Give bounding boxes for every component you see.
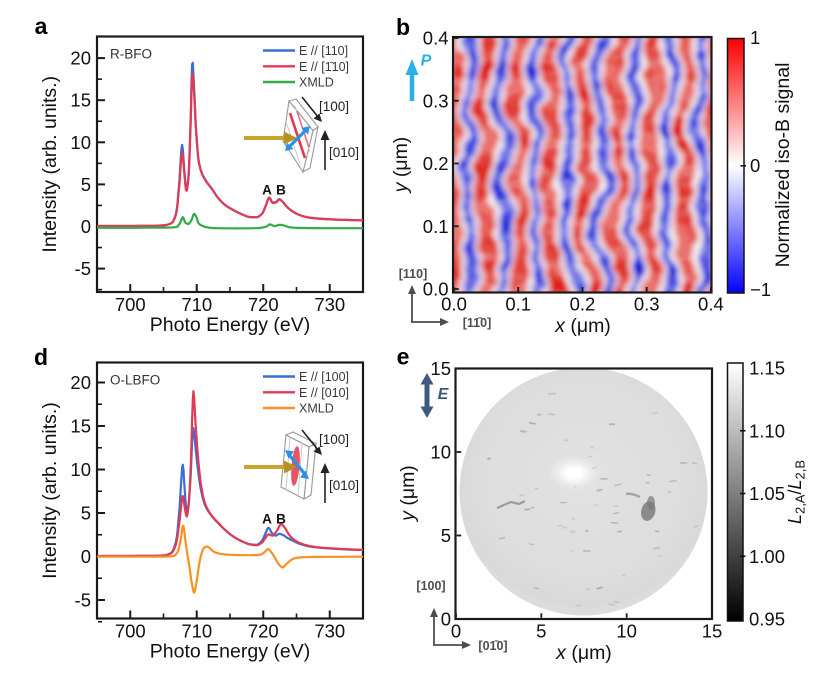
svg-text:[010]: [010] <box>329 145 359 160</box>
svg-text:15: 15 <box>702 621 723 642</box>
svg-text:[11̄0]: [11̄0] <box>463 316 492 330</box>
svg-text:E: E <box>438 386 450 403</box>
svg-text:0.1: 0.1 <box>423 216 449 237</box>
svg-text:L2,A/L2,B: L2,A/L2,B <box>785 460 808 524</box>
svg-text:0.1: 0.1 <box>505 294 531 315</box>
svg-text:[100]: [100] <box>416 579 445 593</box>
svg-text:[100]: [100] <box>319 99 349 114</box>
svg-text:Photo Energy (eV): Photo Energy (eV) <box>150 314 310 336</box>
svg-text:15: 15 <box>70 90 91 111</box>
svg-text:0: 0 <box>441 609 451 630</box>
svg-text:0.2: 0.2 <box>570 294 596 315</box>
svg-text:y (μm): y (μm) <box>390 137 412 195</box>
svg-text:R-BFO: R-BFO <box>110 47 152 62</box>
svg-text:0.3: 0.3 <box>634 294 660 315</box>
svg-text:0: 0 <box>81 546 91 567</box>
svg-text:XMLD: XMLD <box>299 76 334 90</box>
svg-text:E // [110]: E // [110] <box>299 44 348 58</box>
svg-text:x (μm): x (μm) <box>555 642 612 664</box>
svg-text:20: 20 <box>70 372 91 393</box>
svg-text:d: d <box>34 344 48 370</box>
svg-text:x (μm): x (μm) <box>554 315 611 337</box>
svg-text:-5: -5 <box>75 258 91 279</box>
svg-text:0: 0 <box>451 621 461 642</box>
svg-text:1.00: 1.00 <box>749 546 785 567</box>
svg-text:1: 1 <box>750 27 760 48</box>
svg-text:0.0: 0.0 <box>423 279 449 300</box>
svg-text:10: 10 <box>616 621 637 642</box>
svg-text:A: A <box>262 183 272 198</box>
svg-text:1.15: 1.15 <box>749 358 785 379</box>
svg-text:730: 730 <box>314 621 345 642</box>
svg-text:0: 0 <box>750 155 760 176</box>
svg-text:5: 5 <box>441 525 451 546</box>
svg-text:B: B <box>276 183 286 198</box>
svg-text:20: 20 <box>70 48 91 69</box>
svg-text:720: 720 <box>248 621 279 642</box>
svg-text:-5: -5 <box>75 590 91 611</box>
svg-text:710: 710 <box>181 621 212 642</box>
svg-text:710: 710 <box>181 294 212 315</box>
svg-text:700: 700 <box>115 294 146 315</box>
svg-text:10: 10 <box>70 132 91 153</box>
svg-text:0.4: 0.4 <box>423 28 449 49</box>
svg-text:700: 700 <box>115 621 146 642</box>
svg-text:a: a <box>35 13 48 39</box>
svg-text:Normalized iso-B signal: Normalized iso-B signal <box>772 63 794 268</box>
svg-text:[110]: [110] <box>399 267 428 281</box>
svg-text:Photo Energy (eV): Photo Energy (eV) <box>150 641 310 663</box>
svg-text:0.95: 0.95 <box>749 609 785 630</box>
svg-text:0.4: 0.4 <box>698 294 724 315</box>
svg-text:730: 730 <box>314 294 345 315</box>
svg-text:720: 720 <box>248 294 279 315</box>
svg-text:1.10: 1.10 <box>749 420 785 441</box>
svg-text:[01̄0]: [01̄0] <box>478 639 507 653</box>
svg-text:5: 5 <box>81 174 91 195</box>
svg-text:10: 10 <box>70 459 91 480</box>
svg-text:E // [010]: E // [010] <box>299 386 349 400</box>
svg-text:5: 5 <box>536 621 546 642</box>
svg-text:e: e <box>397 344 410 370</box>
svg-text:E // [100]: E // [100] <box>299 370 349 384</box>
svg-text:Intensity (arb. units.): Intensity (arb. units.) <box>39 76 61 253</box>
svg-text:A: A <box>262 511 272 526</box>
svg-text:y (μm): y (μm) <box>397 465 419 523</box>
svg-text:E // [1̄10]: E // [1̄10] <box>299 60 349 74</box>
svg-text:P: P <box>421 53 432 70</box>
svg-text:XMLD: XMLD <box>299 402 334 416</box>
svg-text:b: b <box>396 14 410 40</box>
svg-text:15: 15 <box>70 416 91 437</box>
svg-text:0.3: 0.3 <box>423 90 449 111</box>
svg-text:Intensity (arb. units.): Intensity (arb. units.) <box>39 402 61 579</box>
svg-text:[100]: [100] <box>319 432 349 447</box>
svg-text:1.05: 1.05 <box>749 483 785 504</box>
svg-text:0: 0 <box>81 216 91 237</box>
svg-text:O-LBFO: O-LBFO <box>110 373 160 388</box>
svg-text:B: B <box>276 511 286 526</box>
svg-text:0.0: 0.0 <box>441 294 467 315</box>
svg-text:15: 15 <box>430 358 451 379</box>
svg-text:0.2: 0.2 <box>423 153 449 174</box>
svg-text:10: 10 <box>430 442 451 463</box>
svg-text:5: 5 <box>81 503 91 524</box>
svg-text:−1: −1 <box>750 279 771 300</box>
svg-text:[010]: [010] <box>329 478 359 493</box>
